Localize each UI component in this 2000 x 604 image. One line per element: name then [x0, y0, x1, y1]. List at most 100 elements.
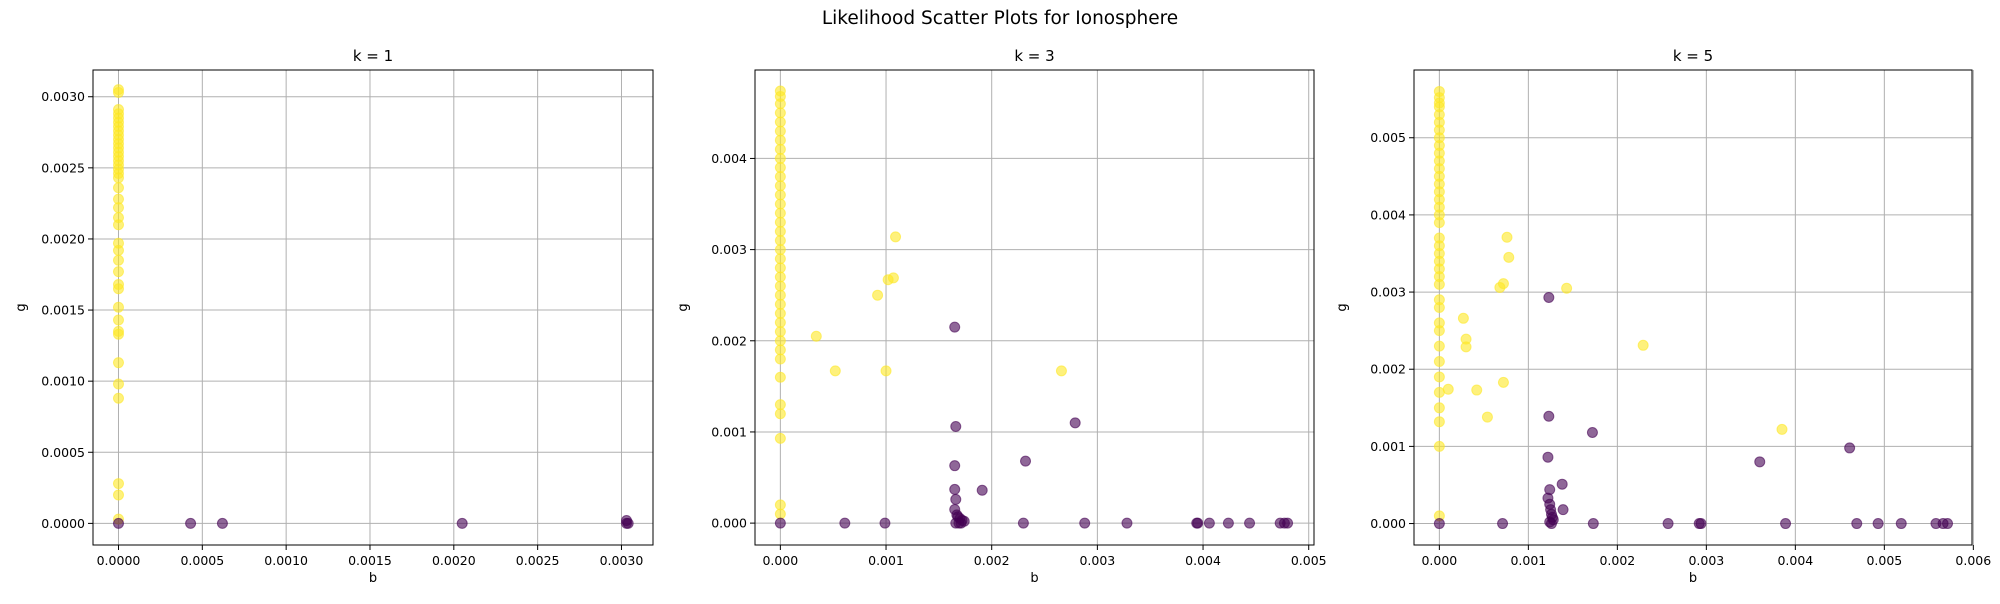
data-point [112, 478, 124, 490]
data-point [774, 262, 786, 274]
data-point [949, 321, 961, 333]
y-tick-label: 0.0010 [41, 374, 85, 389]
data-point [829, 365, 841, 377]
x-axis-label: b [1030, 571, 1038, 586]
y-tick-label: 0.004 [711, 151, 747, 166]
data-point [112, 314, 124, 326]
data-point [872, 289, 884, 301]
axes-frame [1413, 69, 1973, 546]
data-point [774, 280, 786, 292]
data-point [774, 399, 786, 411]
y-tick-label: 0.0020 [41, 231, 85, 246]
data-point [774, 234, 786, 246]
x-tick-label: 0.003 [1688, 553, 1724, 568]
y-axis-label: g [1335, 303, 1350, 311]
data-point [112, 244, 124, 256]
data-point [1481, 411, 1493, 423]
subplot-title: k = 1 [353, 47, 393, 65]
x-tick-label: 0.006 [1955, 553, 1991, 568]
data-point [774, 508, 786, 520]
data-point [774, 307, 786, 319]
data-point [112, 489, 124, 501]
data-point [1545, 518, 1557, 530]
data-point [1543, 291, 1555, 303]
data-point [774, 198, 786, 210]
subplot-title: k = 3 [1014, 47, 1054, 65]
x-tick-label: 0.000 [762, 553, 798, 568]
data-point [879, 517, 891, 529]
data-point [774, 326, 786, 338]
x-tick-label: 0.0020 [432, 553, 476, 568]
figure-title: Likelihood Scatter Plots for Ionosphere [821, 8, 1179, 29]
data-point [810, 330, 822, 342]
data-point [950, 493, 962, 505]
data-point [1776, 423, 1788, 435]
data-point [1433, 416, 1445, 428]
data-point [955, 517, 967, 529]
axes-frame [754, 69, 1315, 546]
x-axis-label: b [1689, 571, 1697, 586]
x-tick-label: 0.0005 [180, 553, 224, 568]
data-point [1442, 383, 1454, 395]
data-point [774, 171, 786, 183]
data-point [621, 515, 633, 527]
data-point [112, 182, 124, 194]
y-tick-label: 0.0015 [41, 303, 85, 318]
data-point [112, 266, 124, 278]
y-tick-label: 0.002 [711, 333, 747, 348]
data-point [112, 283, 124, 295]
data-point [1586, 427, 1598, 438]
data-point [1203, 517, 1215, 529]
data-point [1433, 217, 1445, 229]
subplot-2: 0.000 0.001 0.002 0.003 0.004 0.005 0.000 0.001… [676, 47, 1327, 586]
data-point [1497, 518, 1509, 530]
data-point [949, 460, 961, 472]
data-point [774, 344, 786, 356]
data-point [112, 172, 124, 184]
x-tick-label: 0.001 [1510, 553, 1546, 568]
data-point [1557, 504, 1569, 516]
data-point [1433, 371, 1445, 383]
data-point [1561, 282, 1573, 294]
data-point [774, 189, 786, 201]
y-tick-label: 0.001 [711, 424, 747, 439]
data-point [456, 517, 468, 529]
data-point [1433, 356, 1445, 368]
data-point [112, 517, 124, 529]
axes-frame [92, 69, 654, 546]
y-axis-label: g [14, 303, 29, 311]
y-tick-label: 0.0005 [41, 445, 85, 460]
data-point [1460, 341, 1472, 353]
data-point [112, 301, 124, 313]
data-point [774, 298, 786, 310]
data-point [774, 408, 786, 420]
data-point [774, 107, 786, 119]
y-tick-label: 0.0000 [41, 516, 85, 531]
data-point [1192, 517, 1204, 529]
data-point [774, 98, 786, 110]
x-tick-label: 0.002 [974, 553, 1010, 568]
data-point [1020, 455, 1032, 467]
data-point [1282, 517, 1294, 529]
y-tick-label: 0.003 [1370, 285, 1406, 300]
y-axis-label: g [676, 303, 691, 311]
data-point [887, 272, 899, 284]
x-tick-label: 0.000 [1421, 553, 1457, 568]
data-point [1780, 518, 1792, 530]
data-point [774, 253, 786, 265]
subplot-3: 0.000 0.001 0.002 0.003 0.004 0.005 0.006 0.000… [1335, 47, 1991, 586]
data-point [774, 499, 786, 511]
data-point [774, 207, 786, 219]
data-point [112, 392, 124, 404]
data-point [1542, 451, 1554, 463]
x-tick-label: 0.003 [1079, 553, 1115, 568]
x-tick-label: 0.002 [1599, 553, 1635, 568]
y-tick-label: 0.002 [1370, 362, 1406, 377]
data-point [112, 202, 124, 214]
data-point [1637, 339, 1649, 351]
y-tick-label: 0.000 [711, 516, 747, 531]
data-point [1503, 251, 1515, 263]
data-point [112, 328, 124, 340]
